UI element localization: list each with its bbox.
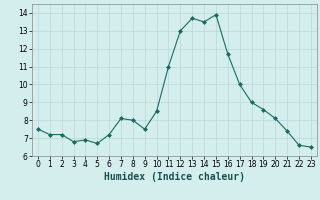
X-axis label: Humidex (Indice chaleur): Humidex (Indice chaleur) xyxy=(104,172,245,182)
